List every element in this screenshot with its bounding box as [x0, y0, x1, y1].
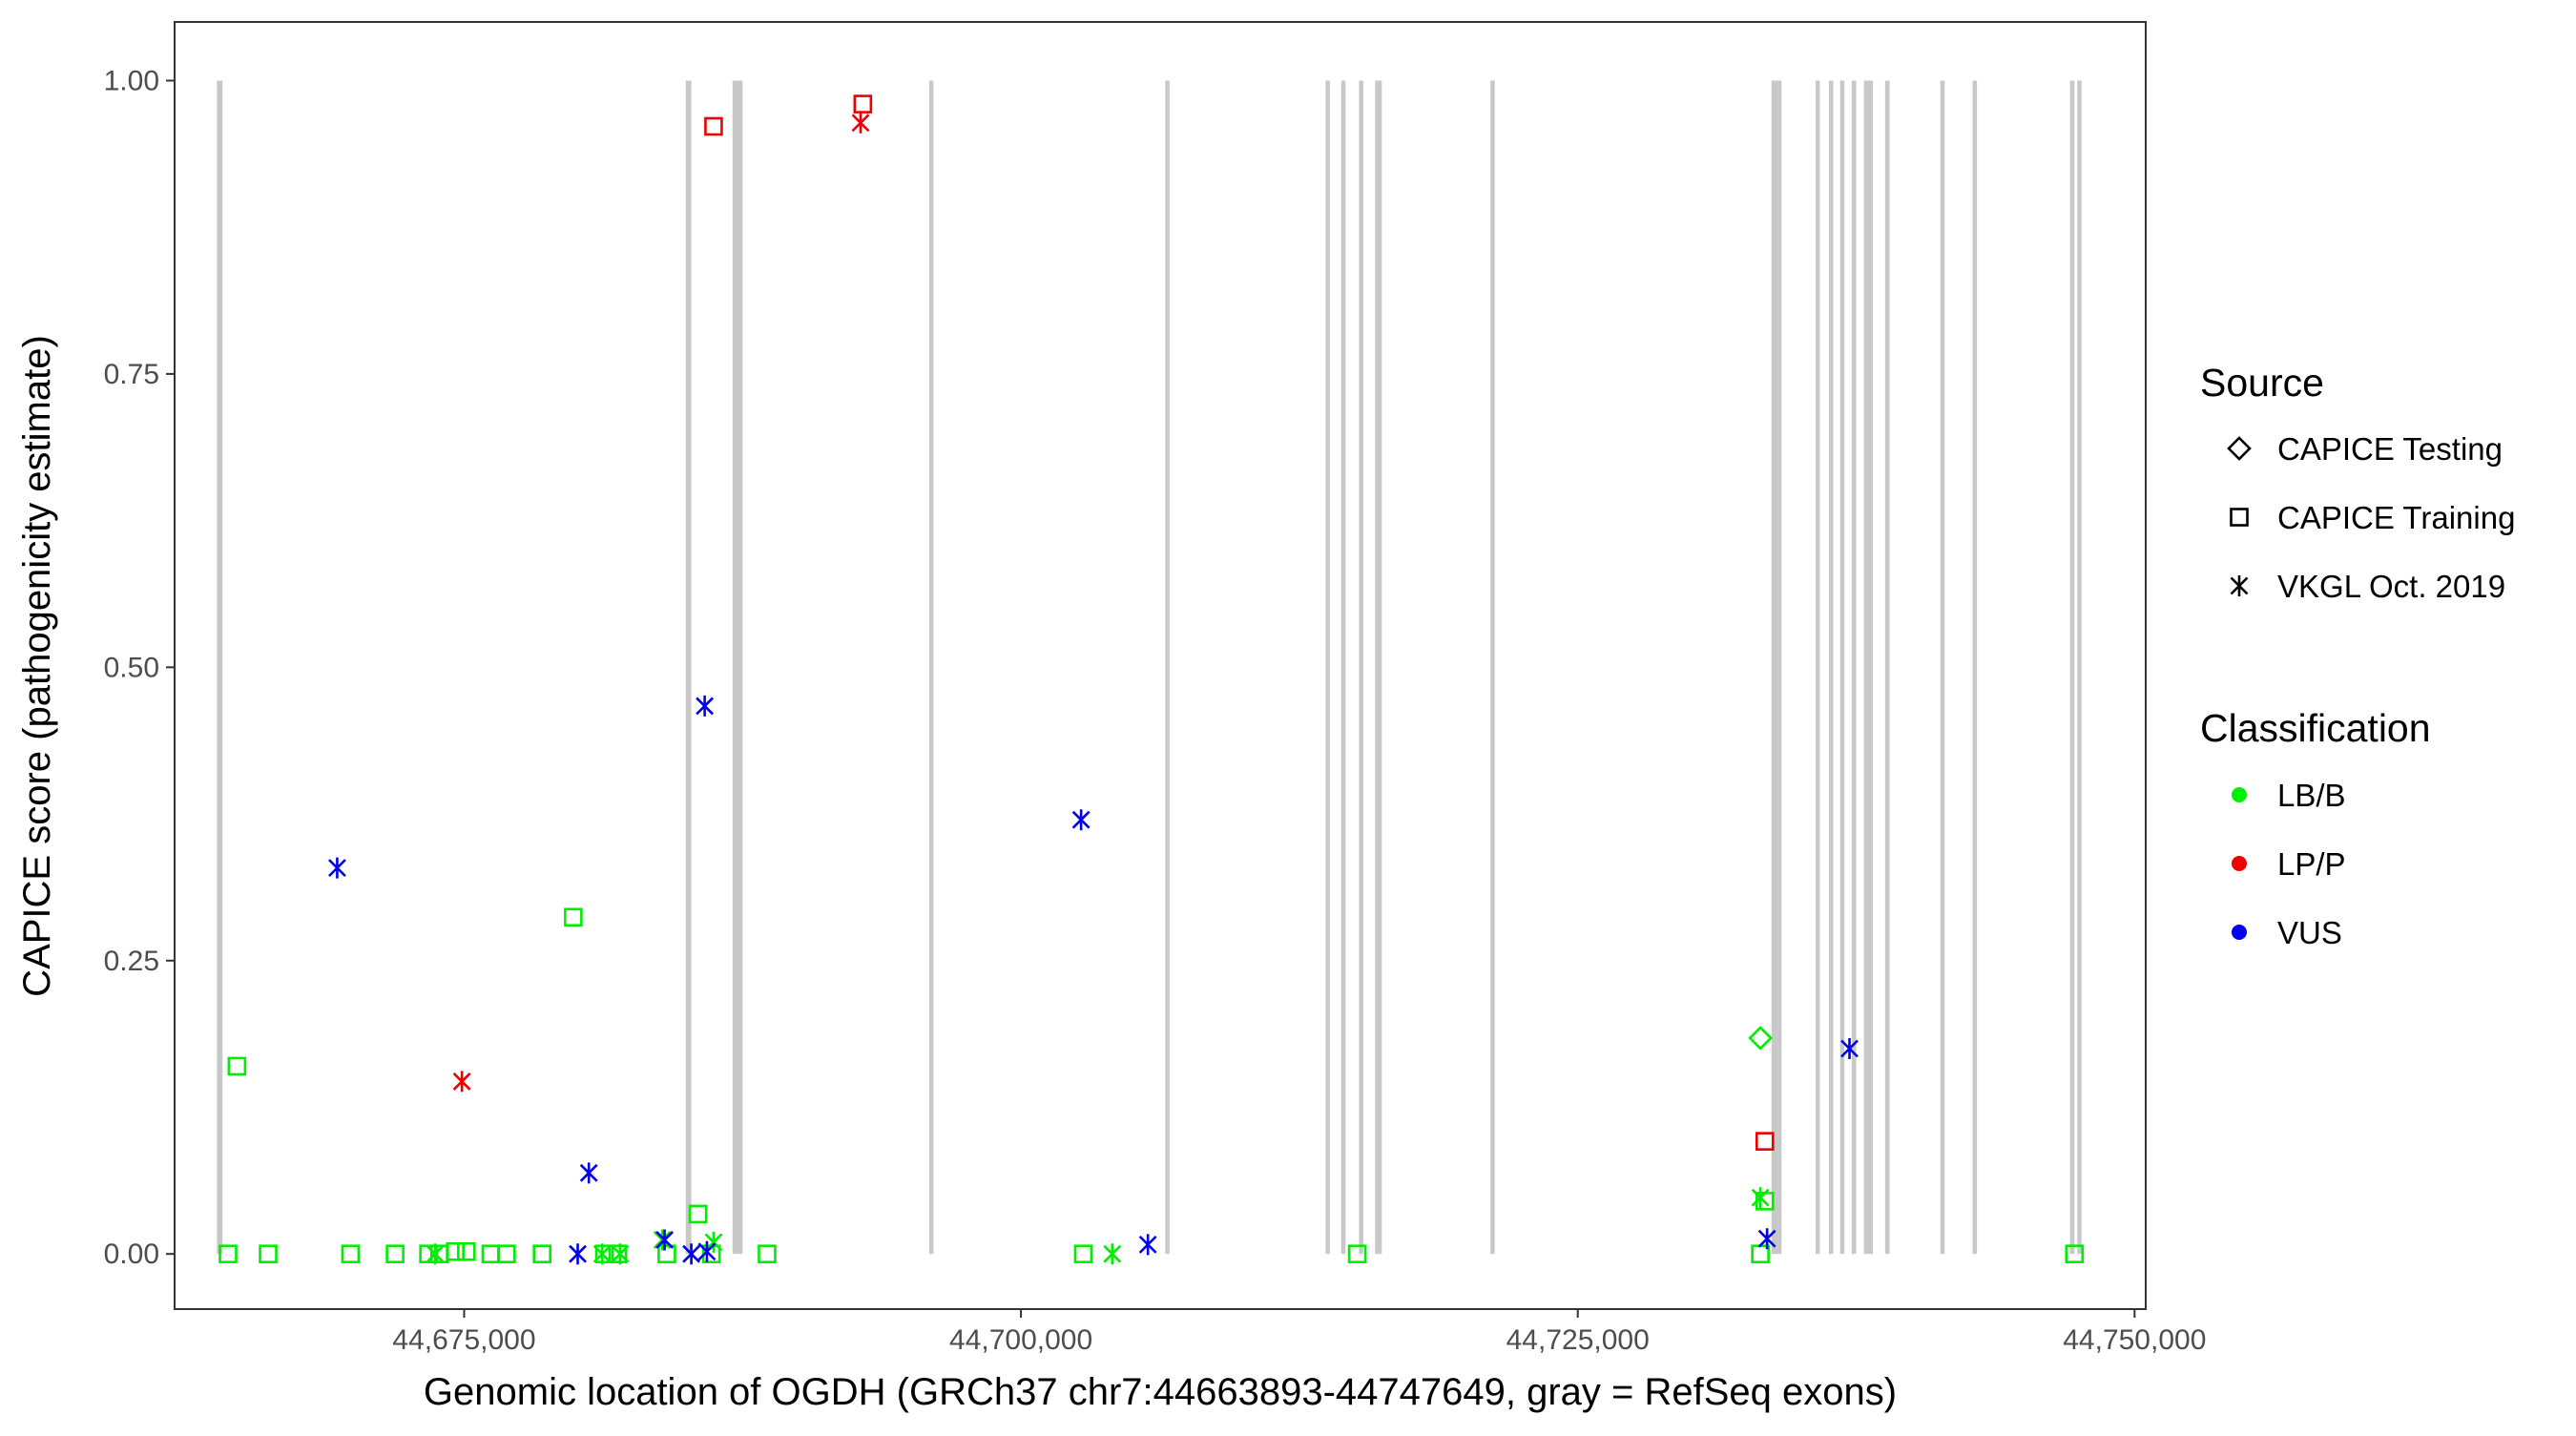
exon-layer [217, 80, 2082, 1255]
data-point [579, 1162, 598, 1184]
legend-class-label: VUS [2277, 915, 2342, 950]
exon-bar [2069, 80, 2075, 1255]
plot-panel-border [174, 21, 2147, 1310]
data-point [259, 1244, 278, 1264]
exon-bar [685, 80, 692, 1255]
legend-class-label: LP/P [2277, 846, 2346, 882]
legend-class-key [2232, 856, 2247, 871]
data-point [1071, 809, 1091, 831]
y-axis-title: CAPICE score (pathogenicity estimate) [16, 335, 58, 997]
data-point [532, 1244, 551, 1264]
exon-bar [1375, 80, 1382, 1255]
exon-bar [1863, 80, 1874, 1255]
data-point [426, 1243, 445, 1265]
data-point [704, 116, 723, 136]
legend-class-key [2232, 925, 2247, 940]
data-point [457, 1241, 476, 1261]
exon-bar [1325, 80, 1330, 1255]
legend-items: CAPICE Testing CAPICE Training VKGL Oct. 2… [2227, 431, 2515, 950]
data-point [341, 1244, 361, 1264]
data-point [327, 857, 346, 879]
legend-class-key [2232, 787, 2247, 802]
legend-source-title: Source [2200, 361, 2324, 405]
data-point [1840, 1038, 1859, 1059]
x-tick-label: 44,700,000 [949, 1324, 1092, 1356]
x-tick-label: 44,675,000 [392, 1324, 535, 1356]
exon-bar [1359, 80, 1363, 1255]
data-point [697, 1240, 717, 1262]
exon-bar [1940, 80, 1945, 1255]
y-tick-label: 0.00 [104, 1238, 159, 1270]
data-point [1073, 1244, 1093, 1264]
exon-bar [1972, 80, 1978, 1255]
point-layer [218, 94, 2085, 1265]
data-point [497, 1244, 516, 1264]
data-point [446, 1241, 465, 1261]
data-point [608, 1244, 628, 1264]
exon-bar [928, 80, 934, 1255]
exon-bar [732, 80, 743, 1255]
plot-background [175, 22, 2146, 1309]
data-point [688, 1204, 708, 1224]
data-point [385, 1244, 405, 1264]
data-point [696, 695, 715, 717]
exon-bar [1340, 80, 1346, 1255]
exon-bar [1851, 80, 1857, 1255]
exon-bar [1884, 80, 1890, 1255]
data-point [569, 1243, 587, 1265]
axis-layer: 0.00 0.25 0.50 0.75 1.00 44,675,000 44,700,000… [104, 65, 2207, 1356]
data-point [853, 94, 873, 114]
legend-class-label: LB/B [2277, 778, 2346, 813]
legend-source-key [2230, 575, 2249, 596]
x-tick-label: 44,725,000 [1506, 1324, 1650, 1356]
exon-bar [1839, 80, 1845, 1255]
data-point [564, 907, 583, 927]
data-point [1748, 1026, 1773, 1051]
data-point [1751, 1187, 1770, 1209]
data-point [1347, 1244, 1367, 1264]
x-tick-label: 44,750,000 [2063, 1324, 2206, 1356]
data-point [758, 1244, 777, 1264]
data-point [452, 1071, 471, 1093]
data-point [227, 1056, 247, 1076]
data-point [851, 112, 870, 134]
y-tick-label: 0.75 [104, 359, 159, 390]
data-point [611, 1243, 630, 1265]
data-point [1757, 1228, 1776, 1250]
legend-source-label: CAPICE Training [2277, 500, 2515, 535]
legend-source-label: CAPICE Testing [2277, 431, 2503, 467]
data-point [592, 1243, 612, 1265]
data-point [704, 1231, 723, 1253]
data-point [655, 1229, 675, 1251]
exon-bar [2077, 80, 2082, 1255]
x-axis-title: Genomic location of OGDH (GRCh37 chr7:44… [424, 1371, 1897, 1413]
legend-source-key [2230, 508, 2249, 527]
data-point [218, 1244, 238, 1264]
exon-bar [1490, 80, 1495, 1255]
exon-bar [1816, 80, 1820, 1255]
data-point [682, 1243, 701, 1265]
legend-source-label: VKGL Oct. 2019 [2277, 569, 2505, 604]
exon-bar [1771, 80, 1782, 1255]
data-point [1138, 1234, 1157, 1256]
legend: Source Classification CAPICE TestingCAPI… [2200, 361, 2515, 950]
exon-bar [1829, 80, 1834, 1255]
exon-bar [1165, 80, 1170, 1255]
legend-source-key [2227, 436, 2252, 461]
data-point [594, 1244, 614, 1264]
y-tick-label: 0.50 [104, 652, 159, 683]
y-tick-label: 1.00 [104, 65, 159, 96]
y-tick-label: 0.25 [104, 946, 159, 977]
data-point [1103, 1243, 1122, 1265]
data-point [1755, 1132, 1775, 1151]
exon-bar [217, 80, 223, 1255]
legend-classification-title: Classification [2200, 706, 2431, 750]
data-point [2065, 1244, 2085, 1264]
data-point [653, 1229, 672, 1251]
